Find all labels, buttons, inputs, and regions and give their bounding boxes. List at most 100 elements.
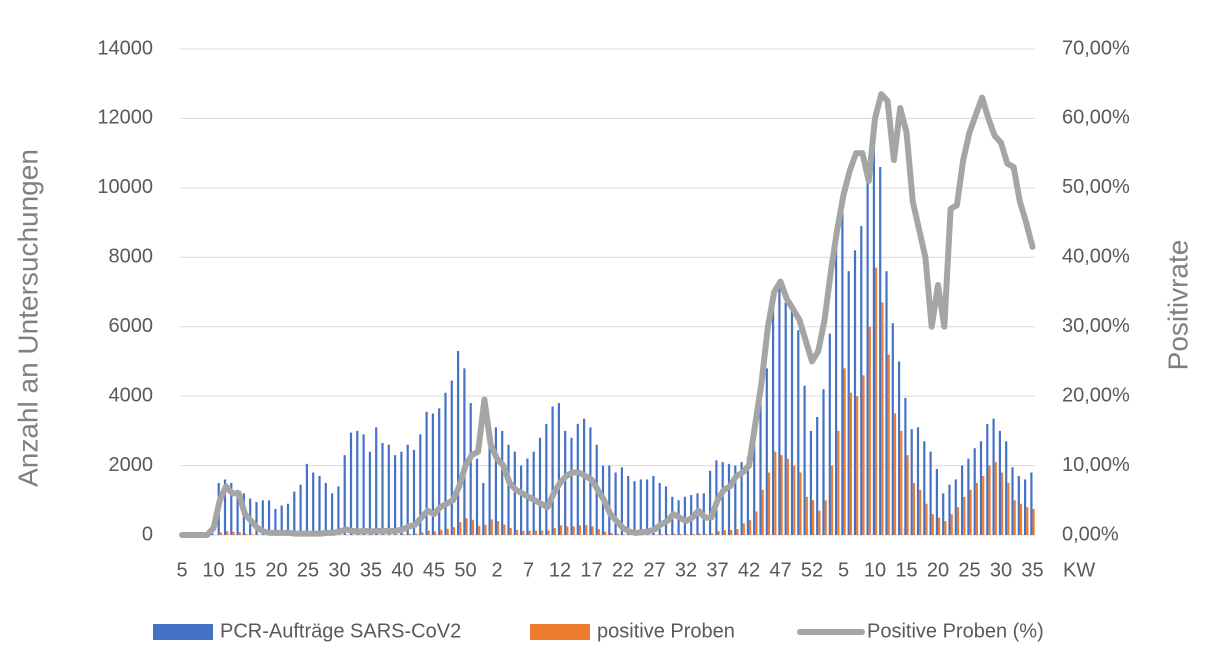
bar: [1011, 467, 1014, 535]
bar: [545, 423, 548, 535]
bar: [358, 534, 361, 535]
bar: [872, 125, 875, 535]
bar: [667, 534, 670, 535]
x-tick-label: 20: [265, 559, 287, 581]
bar: [698, 533, 701, 535]
bar: [956, 507, 960, 535]
bar: [255, 502, 258, 535]
bar: [578, 525, 582, 535]
bar: [337, 486, 340, 535]
bar: [261, 500, 264, 535]
bar: [803, 385, 806, 535]
bar: [406, 444, 409, 535]
bar: [387, 444, 390, 535]
bar: [604, 531, 607, 535]
x-tick-label: 5: [176, 559, 187, 581]
bar: [280, 505, 283, 535]
bar: [931, 514, 934, 535]
bar: [963, 496, 966, 535]
bar: [457, 351, 460, 535]
bar: [1005, 441, 1008, 535]
bar: [305, 463, 308, 535]
bar: [324, 482, 327, 535]
bar: [746, 456, 749, 535]
y-tick-label: 2000: [109, 454, 154, 476]
bar: [343, 455, 346, 535]
bar: [633, 481, 636, 535]
y2-tick-label: 40,00%: [1062, 246, 1130, 268]
x-tick-label: 12: [549, 559, 571, 581]
bar: [830, 465, 834, 535]
bar: [711, 533, 714, 535]
bar: [469, 403, 472, 535]
x-tick-label: 45: [423, 559, 445, 581]
bar: [381, 443, 384, 535]
bar: [986, 423, 989, 535]
bar: [349, 432, 353, 535]
x-tick-label: 37: [706, 559, 728, 581]
bar: [992, 418, 995, 535]
bar: [312, 472, 315, 535]
bar: [969, 489, 972, 535]
bar: [268, 500, 271, 535]
bar: [364, 534, 367, 535]
bar: [232, 531, 235, 535]
bar: [438, 408, 441, 535]
bar: [538, 437, 542, 535]
bar: [893, 413, 897, 535]
bar: [843, 368, 846, 535]
bar: [494, 427, 497, 535]
x-tick-label: 15: [234, 559, 256, 581]
bar: [822, 389, 825, 535]
x-tick-label: 10: [864, 559, 886, 581]
bar: [560, 525, 563, 535]
y2-tick-label: 50,00%: [1062, 176, 1130, 198]
x-axis-title: KW: [1063, 559, 1095, 581]
bar: [299, 484, 302, 535]
bar: [421, 532, 424, 535]
bar: [331, 493, 334, 535]
bar: [774, 451, 777, 535]
bar: [944, 521, 947, 535]
bar: [862, 375, 865, 535]
legend-swatch: [530, 624, 590, 640]
bar: [459, 522, 462, 535]
bar: [608, 465, 611, 535]
bar: [1007, 482, 1010, 535]
bar: [520, 465, 523, 535]
bar: [837, 430, 840, 535]
bar: [419, 434, 422, 535]
bar: [938, 517, 941, 535]
bar: [686, 534, 689, 535]
bar: [856, 396, 859, 535]
bar: [900, 430, 903, 535]
bar: [679, 534, 682, 535]
bar: [910, 429, 913, 535]
bar: [377, 534, 380, 535]
bar: [475, 458, 479, 535]
bar: [238, 532, 241, 535]
x-tick-label: 52: [801, 559, 823, 581]
y-tick-label: 4000: [109, 384, 154, 406]
bar: [812, 500, 815, 535]
x-tick-label: 10: [202, 559, 224, 581]
y2-tick-label: 0,00%: [1062, 523, 1119, 545]
bar: [450, 380, 453, 535]
bar: [345, 534, 348, 535]
bar: [879, 167, 882, 535]
x-tick-label: 7: [523, 559, 534, 581]
bar: [898, 361, 901, 535]
bar: [412, 449, 416, 535]
bar: [793, 465, 796, 535]
bar: [446, 528, 449, 535]
bar: [881, 302, 884, 535]
bar: [923, 441, 926, 535]
bar: [835, 236, 838, 535]
bar: [875, 267, 878, 535]
bar: [998, 430, 1001, 535]
y2-tick-label: 30,00%: [1062, 315, 1130, 337]
bar: [236, 489, 239, 535]
bar: [627, 475, 630, 535]
x-tick-label: 30: [990, 559, 1012, 581]
